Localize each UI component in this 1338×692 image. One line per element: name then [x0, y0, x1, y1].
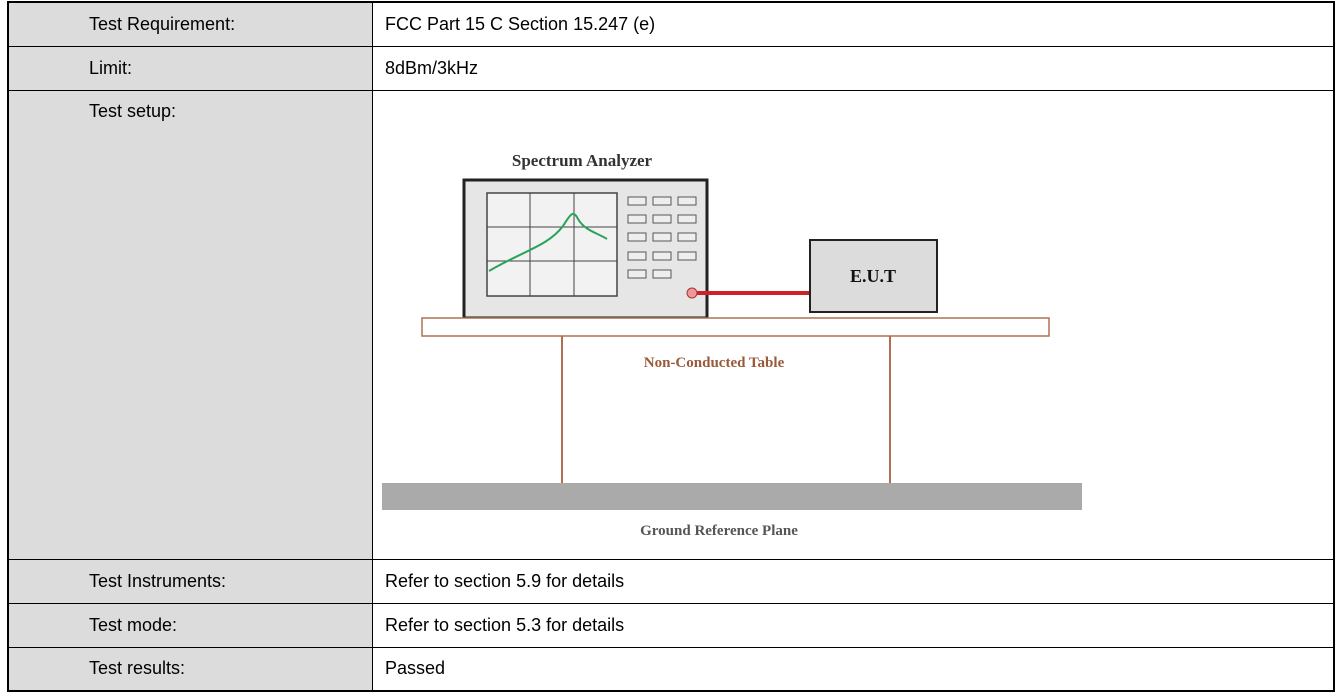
row-label: Test Requirement:: [7, 1, 373, 47]
table-label: Non-Conducted Table: [644, 355, 785, 371]
setup-diagram: Spectrum Analyzer E.U.T: [382, 151, 1082, 539]
row-label: Limit:: [7, 45, 373, 91]
row-value: Passed: [372, 646, 1335, 692]
row: Limit: 8dBm/3kHz: [7, 45, 1335, 91]
row-value: FCC Part 15 C Section 15.247 (e): [372, 1, 1335, 47]
table-top: [421, 316, 1050, 337]
row-label: Test setup:: [7, 89, 373, 560]
screen-grid: [487, 192, 617, 296]
trace: [488, 212, 608, 272]
row-value: 8dBm/3kHz: [372, 45, 1335, 91]
row: Test Requirement: FCC Part 15 C Section …: [7, 1, 1335, 47]
connector: [686, 287, 698, 298]
ground-plane: [382, 482, 1082, 510]
row-label: Test Instruments:: [7, 558, 373, 604]
eut-label: E.U.T: [850, 266, 896, 286]
analyzer-label: Spectrum Analyzer: [512, 151, 653, 170]
row-value: Refer to section 5.3 for details: [372, 602, 1335, 648]
test-table: Test Requirement: FCC Part 15 C Section …: [7, 1, 1335, 692]
screen: [486, 191, 618, 297]
row: Test mode: Refer to section 5.3 for deta…: [7, 602, 1335, 648]
row-label: Test mode:: [7, 602, 373, 648]
row: Test results: Passed: [7, 646, 1335, 692]
row: Test setup: Spectrum Analyzer: [7, 89, 1335, 560]
row-value: Refer to section 5.9 for details: [372, 558, 1335, 604]
setup-cell: Spectrum Analyzer E.U.T: [372, 89, 1335, 560]
buttons: [627, 196, 697, 278]
row-label: Test results:: [7, 646, 373, 692]
row: Test Instruments: Refer to section 5.9 f…: [7, 558, 1335, 604]
ground-label: Ground Reference Plane: [640, 523, 798, 539]
eut-box: [809, 238, 938, 313]
